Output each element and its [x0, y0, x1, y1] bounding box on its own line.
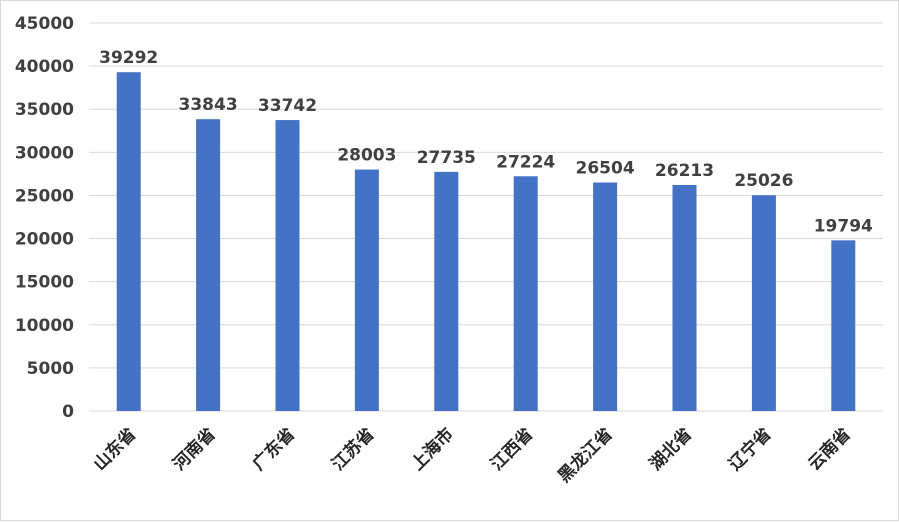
bar: [513, 176, 538, 411]
bar: [116, 72, 141, 412]
x-tick-label: 河南省: [169, 424, 220, 475]
bar: [196, 119, 221, 412]
bar: [593, 182, 618, 411]
bar: [275, 120, 300, 412]
bars: [116, 72, 856, 412]
bar: [751, 195, 776, 411]
y-tick-label: 20000: [15, 230, 74, 250]
data-label: 33742: [258, 96, 317, 116]
data-label: 33843: [179, 95, 238, 115]
y-tick-label: 40000: [15, 57, 74, 77]
y-tick-label: 5000: [27, 359, 74, 379]
y-tick-label: 15000: [15, 273, 74, 293]
y-tick-label: 30000: [15, 143, 74, 163]
data-label: 19794: [814, 216, 873, 236]
y-axis: 0 5000 10000 15000 20000 25000 30000 35000 40000…: [15, 14, 74, 422]
x-axis: 山东省 河南省 广东省 江苏省 上海市 江西省 黑龙江省 湖北省 辽宁省 云南省: [89, 424, 855, 487]
x-tick-label: 山东省: [89, 424, 140, 475]
x-tick-label: 云南省: [804, 424, 855, 475]
data-label: 26213: [655, 161, 714, 181]
data-label: 26504: [576, 158, 635, 178]
y-tick-label: 0: [62, 402, 74, 422]
data-label: 25026: [734, 171, 793, 191]
data-label: 27735: [417, 148, 476, 168]
y-tick-label: 45000: [15, 14, 74, 34]
bar: [831, 240, 856, 411]
x-tick-label: 湖北省: [645, 424, 696, 475]
data-label: 27224: [496, 152, 555, 172]
x-tick-label: 辽宁省: [725, 424, 776, 475]
x-tick-label: 江西省: [486, 424, 537, 475]
bar: [434, 171, 459, 411]
gridlines: [89, 22, 883, 412]
x-tick-label: 黑龙江省: [554, 424, 617, 487]
x-tick-label: 广东省: [248, 424, 299, 475]
y-tick-label: 25000: [15, 186, 74, 206]
y-tick-label: 10000: [15, 316, 74, 336]
data-label: 28003: [337, 146, 396, 166]
x-tick-label: 上海市: [407, 424, 458, 475]
data-label: 39292: [99, 48, 158, 68]
bar: [354, 169, 379, 411]
x-tick-label: 江苏省: [328, 424, 379, 475]
y-tick-label: 35000: [15, 100, 74, 120]
bar: [672, 184, 697, 411]
data-labels: 39292 33843 33742 28003 27735 27224 26504 26213…: [99, 48, 873, 236]
